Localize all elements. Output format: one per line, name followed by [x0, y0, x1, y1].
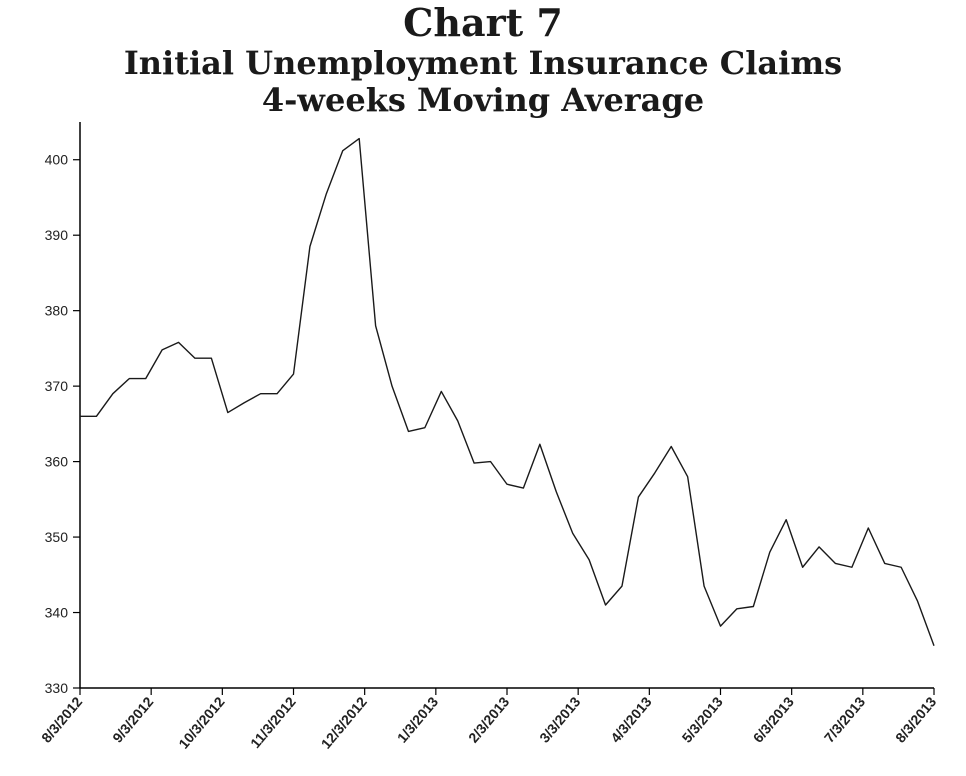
y-tick-label: 340	[45, 605, 69, 621]
x-tick-label: 12/3/2012	[318, 693, 370, 751]
x-tick-label: 4/3/2013	[607, 693, 654, 745]
chart-title: Chart 7	[403, 0, 563, 45]
chart-subtitle-2: 4-weeks Moving Average	[261, 81, 705, 119]
x-axis-ticks: 8/3/2012 9/3/2012 10/3/2012 11/3/2012 12/3/2…	[38, 688, 939, 752]
x-tick-label: 11/3/2012	[247, 693, 299, 751]
x-tick-label: 2/3/2013	[465, 693, 512, 745]
y-tick-label: 380	[45, 303, 69, 319]
y-tick-label: 400	[45, 152, 69, 168]
chart-subtitle: Initial Unemployment Insurance Claims	[123, 44, 843, 82]
x-tick-label: 1/3/2013	[394, 693, 441, 745]
y-tick-label: 370	[45, 378, 69, 394]
x-tick-label: 8/3/2013	[892, 693, 939, 745]
y-tick-label: 390	[45, 227, 69, 243]
y-tick-label: 350	[45, 529, 69, 545]
x-tick-label: 5/3/2013	[679, 693, 726, 745]
x-tick-label: 8/3/2012	[38, 693, 85, 745]
y-axis-ticks: 330 340 350 360 370 380 390 400	[45, 152, 80, 696]
x-tick-label: 9/3/2012	[109, 693, 156, 745]
axes	[79, 122, 934, 689]
y-tick-label: 330	[45, 680, 69, 696]
x-tick-label: 10/3/2012	[175, 693, 227, 751]
y-tick-label: 360	[45, 454, 69, 470]
series-group	[80, 137, 935, 646]
x-tick-label: 7/3/2013	[821, 693, 868, 745]
x-tick-label: 6/3/2013	[750, 693, 797, 745]
x-tick-label: 3/3/2013	[536, 693, 583, 745]
series-line	[80, 137, 935, 646]
